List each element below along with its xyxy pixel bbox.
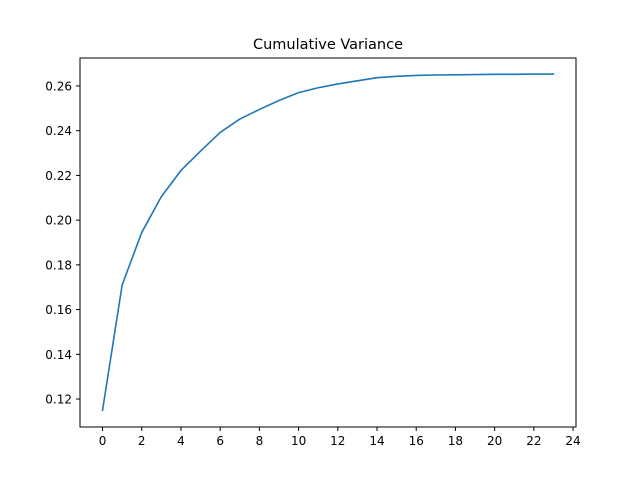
x-tick-label: 22 (526, 434, 541, 448)
y-tick-label: 0.14 (45, 348, 72, 362)
y-tick-label: 0.12 (45, 393, 72, 407)
y-axis: 0.12 0.14 0.16 0.18 0.20 0.22 0.24 0.26 (45, 79, 80, 407)
x-tick-label: 2 (138, 434, 146, 448)
x-tick-label: 8 (256, 434, 264, 448)
x-axis: 0 2 4 6 8 10 12 14 16 18 20 22 24 (99, 427, 581, 448)
y-tick-label: 0.18 (45, 258, 72, 272)
chart-title: Cumulative Variance (253, 37, 403, 53)
x-tick-label: 10 (291, 434, 306, 448)
y-tick-label: 0.22 (45, 169, 72, 183)
x-tick-label: 14 (369, 434, 384, 448)
y-tick-label: 0.20 (45, 214, 72, 228)
y-tick-label: 0.16 (45, 303, 72, 317)
y-tick-label: 0.24 (45, 124, 72, 138)
x-tick-label: 12 (330, 434, 345, 448)
x-tick-label: 20 (487, 434, 502, 448)
x-tick-label: 18 (448, 434, 463, 448)
axes-frame (79, 57, 577, 428)
x-tick-label: 4 (177, 434, 185, 448)
series-line-0 (101, 73, 555, 412)
x-tick-label: 16 (409, 434, 424, 448)
x-tick-label: 6 (216, 434, 224, 448)
x-tick-label: 0 (99, 434, 107, 448)
x-tick-label: 24 (565, 434, 580, 448)
y-tick-label: 0.26 (45, 79, 72, 93)
plot-area (101, 73, 555, 412)
